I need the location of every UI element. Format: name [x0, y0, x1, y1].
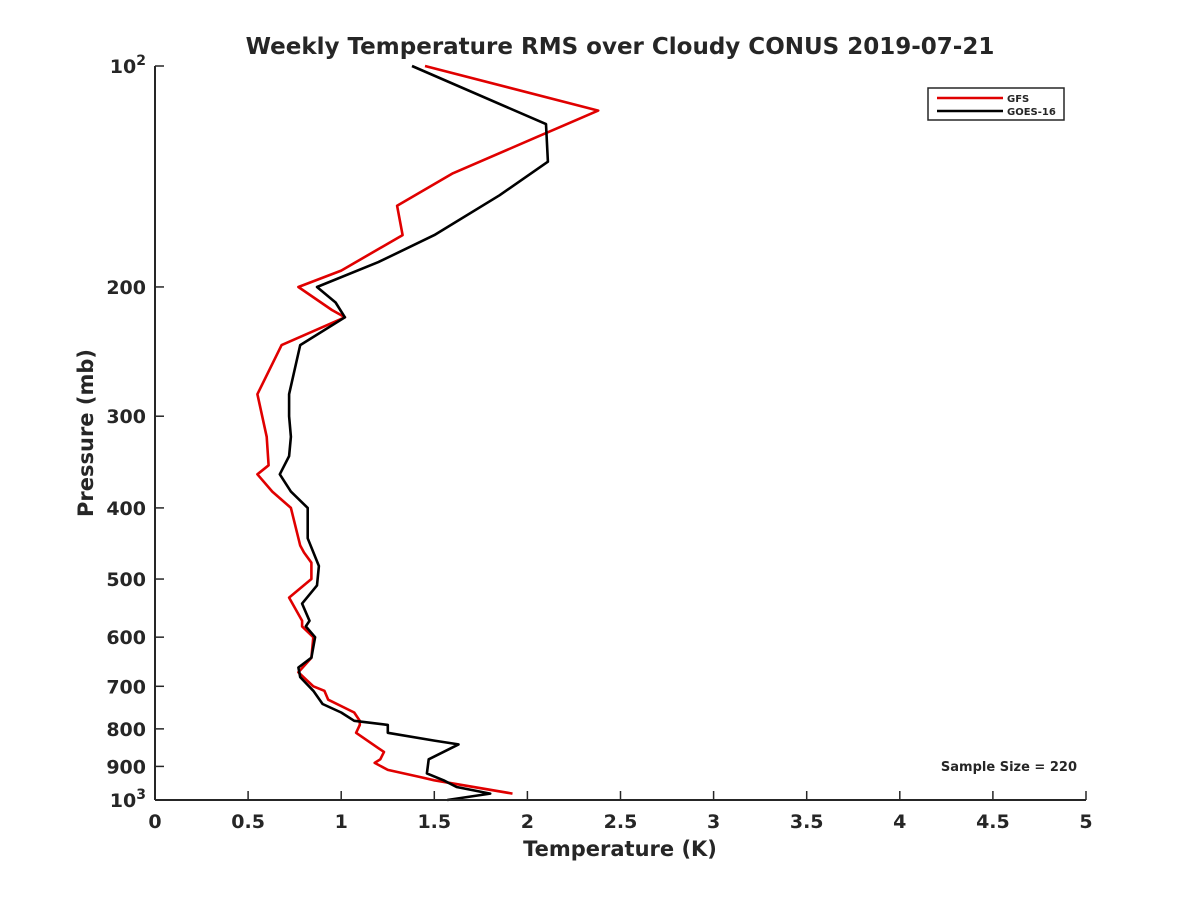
y-axis-label: Pressure (mb) [74, 349, 98, 517]
y-tick-label-exponent: 3 [136, 787, 146, 803]
x-axis-label: Temperature (K) [523, 837, 717, 861]
y-tick-label: 200 [106, 277, 146, 299]
y-tick-label: 800 [106, 719, 146, 741]
series-line-gfs [256, 64, 600, 795]
x-tick-label: 4 [893, 811, 906, 833]
y-tick-label-exponent: 2 [136, 53, 146, 69]
y-tick-label: 400 [106, 498, 146, 520]
x-tick-label: 3 [707, 811, 720, 833]
y-tick-label-base: 10 [110, 56, 136, 78]
x-tick-label: 3.5 [790, 811, 824, 833]
y-tick-label: 700 [106, 676, 146, 698]
series-line-goes-16 [278, 64, 550, 802]
x-tick-label: 2.5 [604, 811, 638, 833]
x-tick-label: 0.5 [231, 811, 265, 833]
x-tick-label: 2 [521, 811, 534, 833]
y-tick-label: 102 [110, 53, 146, 78]
y-tick-label: 103 [110, 787, 146, 812]
chart-title: Weekly Temperature RMS over Cloudy CONUS… [246, 34, 995, 60]
x-ticks: 0 0.5 1 1.5 2 2.5 3 3.5 4 4.5 5 [148, 791, 1093, 833]
y-tick-label: 500 [106, 569, 146, 591]
x-tick-label: 1 [335, 811, 348, 833]
legend-items: GFS GOES-16 [937, 94, 1056, 118]
series-layer [256, 64, 600, 802]
x-tick-label: 0 [148, 811, 161, 833]
y-tick-label: 900 [106, 756, 146, 778]
x-tick-label: 4.5 [976, 811, 1010, 833]
x-tick-label: 5 [1079, 811, 1092, 833]
legend: GFS GOES-16 [927, 87, 1065, 121]
plot-area: 0 0.5 1 1.5 2 2.5 3 3.5 4 4.5 5 102200300400500600… [106, 53, 1092, 833]
legend-label: GOES-16 [1007, 107, 1056, 118]
y-tick-label-base: 10 [110, 790, 136, 812]
y-tick-label: 600 [106, 627, 146, 649]
legend-box [927, 87, 1065, 121]
legend-label: GFS [1007, 94, 1029, 105]
x-tick-label: 1.5 [417, 811, 451, 833]
y-tick-label: 300 [106, 406, 146, 428]
sample-size-annotation: Sample Size = 220 [941, 760, 1077, 775]
